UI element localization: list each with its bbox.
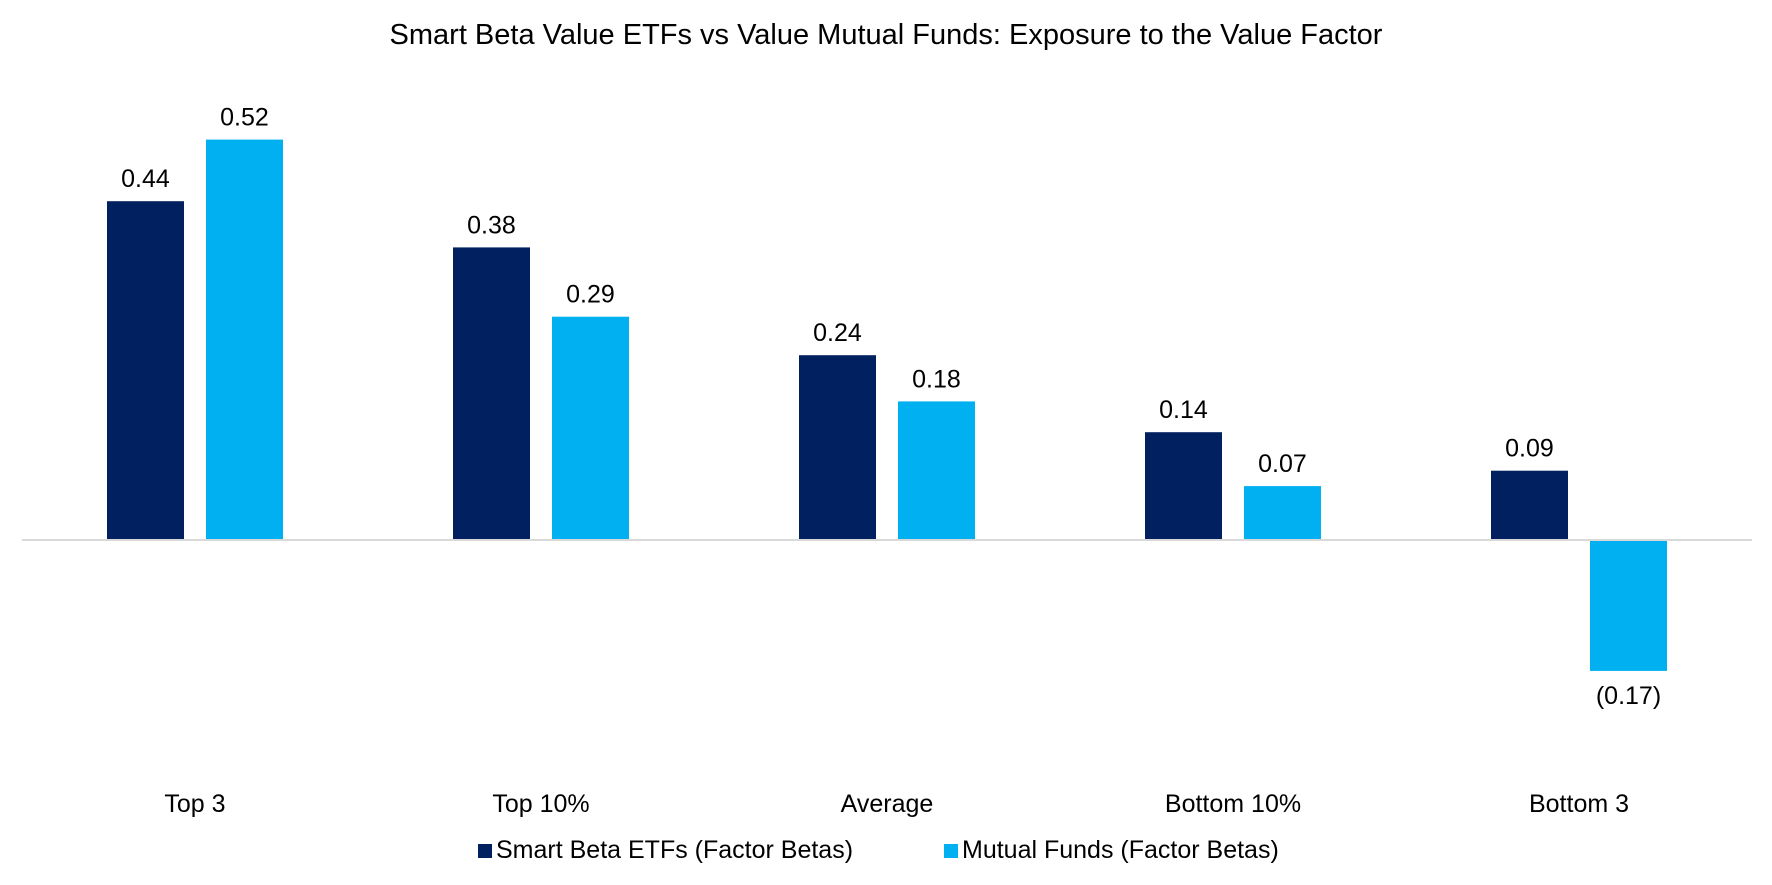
legend-label: Smart Beta ETFs (Factor Betas) xyxy=(496,836,853,864)
bar-etf-3 xyxy=(1145,432,1222,540)
category-label: Top 10% xyxy=(492,790,589,818)
bar-mutual-fund-2 xyxy=(898,401,975,540)
bar-mutual-fund-0 xyxy=(206,139,283,540)
category-label: Average xyxy=(841,790,934,818)
data-label: (0.17) xyxy=(1596,682,1661,710)
data-label: 0.52 xyxy=(220,104,269,132)
data-label: 0.14 xyxy=(1159,396,1208,424)
bar-etf-4 xyxy=(1491,470,1568,540)
category-label: Bottom 3 xyxy=(1529,790,1629,818)
bar-etf-2 xyxy=(799,355,876,540)
plot-area: 0.44 0.38 0.24 0.14 0.09 0.52 0.29 0.18 0.07 (0.1… xyxy=(22,104,1752,818)
data-label: 0.18 xyxy=(912,365,961,393)
data-label: 0.29 xyxy=(566,281,615,309)
data-label: 0.09 xyxy=(1505,435,1554,463)
bar-mutual-fund-4 xyxy=(1590,540,1667,671)
bar-etf-1 xyxy=(453,247,530,540)
bar-etf-0 xyxy=(107,201,184,540)
bar-mutual-fund-1 xyxy=(552,316,629,540)
legend-label: Mutual Funds (Factor Betas) xyxy=(962,836,1279,864)
category-label: Bottom 10% xyxy=(1165,790,1301,818)
bar-mutual-fund-3 xyxy=(1244,486,1321,540)
data-label: 0.44 xyxy=(121,165,170,193)
data-label: 0.07 xyxy=(1258,450,1307,478)
data-label: 0.24 xyxy=(813,319,862,347)
legend-swatch xyxy=(478,844,492,858)
legend: Smart Beta ETFs (Factor Betas) Mutual Fun… xyxy=(478,836,1279,864)
chart-title: Smart Beta Value ETFs vs Value Mutual Fu… xyxy=(390,19,1383,51)
legend-swatch xyxy=(944,844,958,858)
category-label: Top 3 xyxy=(164,790,225,818)
data-label: 0.38 xyxy=(467,211,516,239)
